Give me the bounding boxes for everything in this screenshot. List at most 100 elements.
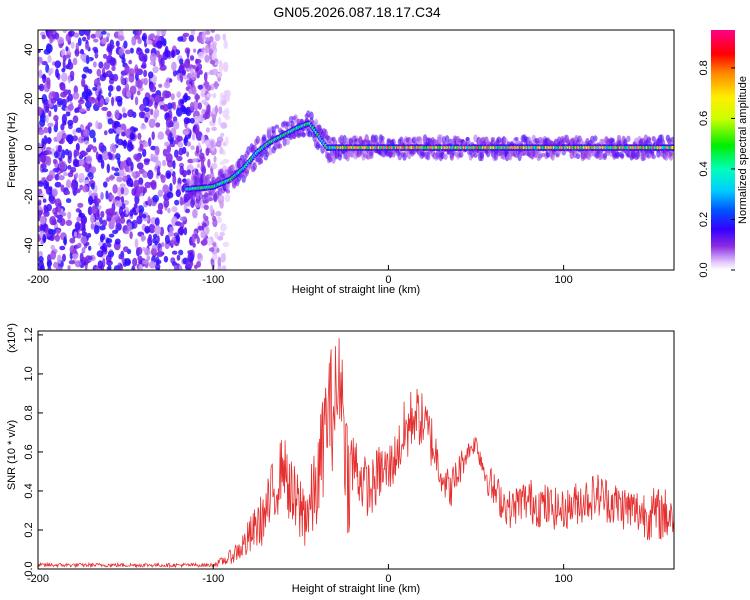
snr-frame	[37, 330, 675, 570]
spectrogram-noise-cell	[205, 37, 210, 42]
spectrogram-noise-cell	[57, 145, 63, 153]
spectrogram-noise-cell	[135, 154, 141, 162]
spectrogram-noise-cell	[201, 134, 205, 145]
spectrogram-noise-cell	[45, 30, 49, 34]
spectrogram-noise-cell	[190, 145, 195, 150]
spectrogram-noise-cell	[206, 93, 213, 98]
spectrogram-x-label: Height of straight line (km)	[292, 284, 420, 296]
x-tick-label: 100	[554, 573, 572, 585]
spectrogram-noise-cell	[92, 146, 98, 153]
spectrogram-noise-cell	[119, 183, 127, 188]
spectrogram-noise-cell	[133, 179, 140, 190]
spectrogram-noise-cell	[115, 126, 123, 135]
spectrogram-noise-cell	[195, 58, 202, 64]
spectrogram-noise-cell	[155, 160, 162, 170]
spectrogram-noise-cell	[217, 265, 222, 270]
spectrogram-noise-cell	[164, 105, 168, 112]
spectrogram-noise-cell	[205, 127, 210, 133]
spectrogram-noise-cell	[156, 235, 160, 244]
spectrogram-noise-cell	[106, 237, 110, 243]
spectrogram-noise-cell	[48, 110, 52, 117]
spectrogram-noise-cell	[111, 65, 116, 72]
spectrogram-halo-cell	[615, 151, 620, 159]
spectrogram-noise-cell	[144, 48, 150, 54]
spectrogram-noise-cell	[192, 87, 197, 96]
snr-plot-area	[38, 338, 674, 569]
spectrogram-noise-cell	[85, 95, 89, 102]
spectrogram-noise-cell	[187, 252, 195, 263]
spectrogram-noise-cell	[90, 33, 97, 39]
spectrogram-plot-area	[38, 30, 674, 270]
spectrogram-noise-cell	[217, 72, 223, 78]
spectrogram-noise-cell	[142, 140, 149, 148]
spectrogram-noise-cell	[59, 245, 66, 251]
spectrogram-noise-cell	[183, 117, 190, 125]
colorbar-tick-label: 0.4	[698, 161, 710, 176]
spectrogram-noise-cell	[65, 111, 71, 117]
spectrogram-noise-cell	[104, 130, 108, 136]
spectrogram-halo-cell	[258, 158, 264, 164]
spectrogram-noise-cell	[85, 54, 90, 65]
spectrogram-noise-cell	[93, 49, 99, 54]
spectrogram-noise-cell	[130, 182, 134, 188]
snr-y-label: SNR (10 * v/v)	[6, 420, 18, 490]
spectrogram-noise-cell	[190, 72, 197, 81]
spectrogram-noise-cell	[204, 139, 210, 146]
spectrogram-noise-cell	[157, 189, 164, 198]
spectrogram-noise-cell	[128, 59, 133, 65]
spectrogram-noise-cell	[210, 42, 217, 51]
spectrogram-noise-cell	[149, 85, 157, 93]
spectrogram-noise-cell	[42, 233, 47, 244]
spectrogram-noise-cell	[105, 177, 111, 183]
spectrogram-noise-cell	[124, 83, 130, 92]
colorbar-gradient	[711, 30, 735, 270]
spectrogram-noise-cell	[211, 126, 217, 131]
spectrogram-noise-cell	[172, 160, 176, 170]
spectrogram-noise-cell	[217, 256, 222, 267]
spectrogram-noise-cell	[106, 110, 112, 118]
spectrogram-noise-cell	[55, 68, 59, 78]
spectrogram-noise-cell	[146, 255, 151, 262]
spectrogram-halo-cell	[285, 121, 290, 127]
spectrogram-noise-cell	[205, 84, 212, 92]
spectrogram-noise-cell	[129, 209, 134, 217]
spectrogram-noise-cell	[206, 237, 212, 246]
spectrogram-noise-cell	[67, 265, 71, 270]
spectrogram-noise-cell	[171, 206, 178, 213]
spectrogram-noise-cell	[137, 246, 143, 255]
spectrogram-noise-cell	[148, 234, 153, 242]
spectrogram-frame	[37, 29, 675, 271]
spectrogram-halo-cell	[459, 151, 464, 158]
spectrogram-noise-cell	[164, 234, 170, 244]
spectrogram-noise-cell	[102, 37, 107, 44]
spectrogram-noise-cell	[96, 250, 104, 258]
y-tick-label: 1.2	[23, 327, 35, 342]
spectrogram-noise-cell	[114, 238, 121, 245]
spectrogram-noise-cell	[107, 84, 114, 92]
spectrogram-noise-cell	[186, 169, 191, 176]
spectrogram-noise-cell	[121, 78, 125, 85]
spectrogram-halo-cell	[301, 132, 306, 137]
spectrogram-halo-cell	[309, 111, 314, 121]
spectrogram-noise-cell	[216, 247, 220, 253]
spectrogram-noise-cell	[144, 107, 150, 113]
spectrogram-noise-cell	[165, 112, 170, 119]
spectrogram-noise-cell	[81, 73, 87, 79]
y-tick-label: 0	[23, 144, 35, 150]
spectrogram-noise-cell	[144, 225, 150, 234]
spectrogram-halo-cell	[651, 136, 656, 142]
spectrogram-noise-cell	[156, 50, 160, 58]
spectrogram-noise-cell	[195, 93, 199, 102]
spectrogram-halo-cell	[380, 135, 385, 141]
spectrogram-noise-cell	[222, 109, 229, 117]
spectrogram-noise-cell	[109, 211, 117, 216]
spectrogram-noise-cell	[52, 167, 59, 173]
spectrogram-noise-cell	[107, 151, 112, 157]
spectrogram-noise-cell	[144, 181, 152, 189]
spectrogram-noise-cell	[41, 94, 48, 104]
spectrogram-noise-cell	[108, 91, 112, 98]
spectrogram-noise-cell	[49, 35, 53, 44]
spectrogram-noise-cell	[57, 206, 62, 214]
spectrogram-noise-cell	[90, 214, 96, 224]
